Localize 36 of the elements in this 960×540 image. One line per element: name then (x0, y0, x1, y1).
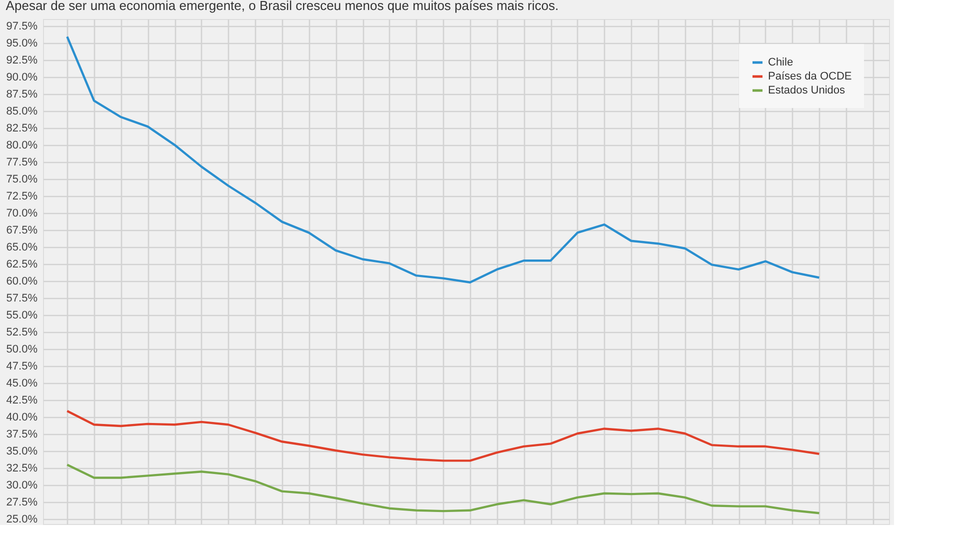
y-tick-label: 87.5% (6, 88, 38, 100)
line-series (66, 464, 820, 514)
y-tick-label: 75.0% (6, 173, 38, 186)
line-series (66, 410, 820, 462)
legend-label: Estados Unidos (768, 84, 846, 96)
y-tick-label: 95.0% (6, 37, 38, 50)
legend-label: Países da OCDE (768, 70, 852, 82)
y-tick-label: 65.0% (6, 242, 38, 254)
y-tick-label: 45.0% (6, 378, 38, 390)
y-tick-label: 37.5% (6, 428, 38, 441)
y-tick-label: 90.0% (6, 71, 38, 84)
y-tick-label: 72.5% (6, 190, 38, 202)
y-tick-label: 60.0% (6, 276, 38, 288)
y-tick-label: 50.0% (6, 344, 38, 356)
y-tick-label: 80.0% (6, 139, 38, 152)
y-tick-label: 67.5% (6, 224, 38, 236)
legend-label: Chile (768, 56, 794, 68)
y-tick-label: 85.0% (6, 105, 38, 118)
y-tick-label: 47.5% (6, 360, 38, 373)
y-tick-label: 97.5% (6, 20, 38, 32)
y-tick-label: 27.5% (6, 496, 38, 509)
y-tick-label: 52.5% (6, 326, 38, 339)
y-tick-label: 30.0% (6, 480, 38, 492)
y-tick-label: 62.5% (6, 258, 38, 271)
y-tick-label: 40.0% (6, 412, 38, 424)
y-tick-label: 82.5% (6, 122, 38, 134)
y-tick-label: 32.5% (6, 462, 38, 475)
y-tick-label: 70.0% (6, 207, 38, 220)
y-tick-label: 92.5% (6, 54, 38, 66)
y-tick-label: 35.0% (6, 446, 38, 458)
y-tick-label: 42.5% (6, 394, 38, 407)
y-tick-label: 57.5% (6, 292, 38, 305)
y-tick-label: 77.5% (6, 156, 38, 168)
y-tick-label: 25.0% (6, 514, 38, 526)
y-tick-label: 55.0% (6, 310, 38, 322)
chart-subtitle: Apesar de ser uma economia emergente, o Brasil cresceu menos que muitos países mais ricos. (6, 0, 559, 13)
